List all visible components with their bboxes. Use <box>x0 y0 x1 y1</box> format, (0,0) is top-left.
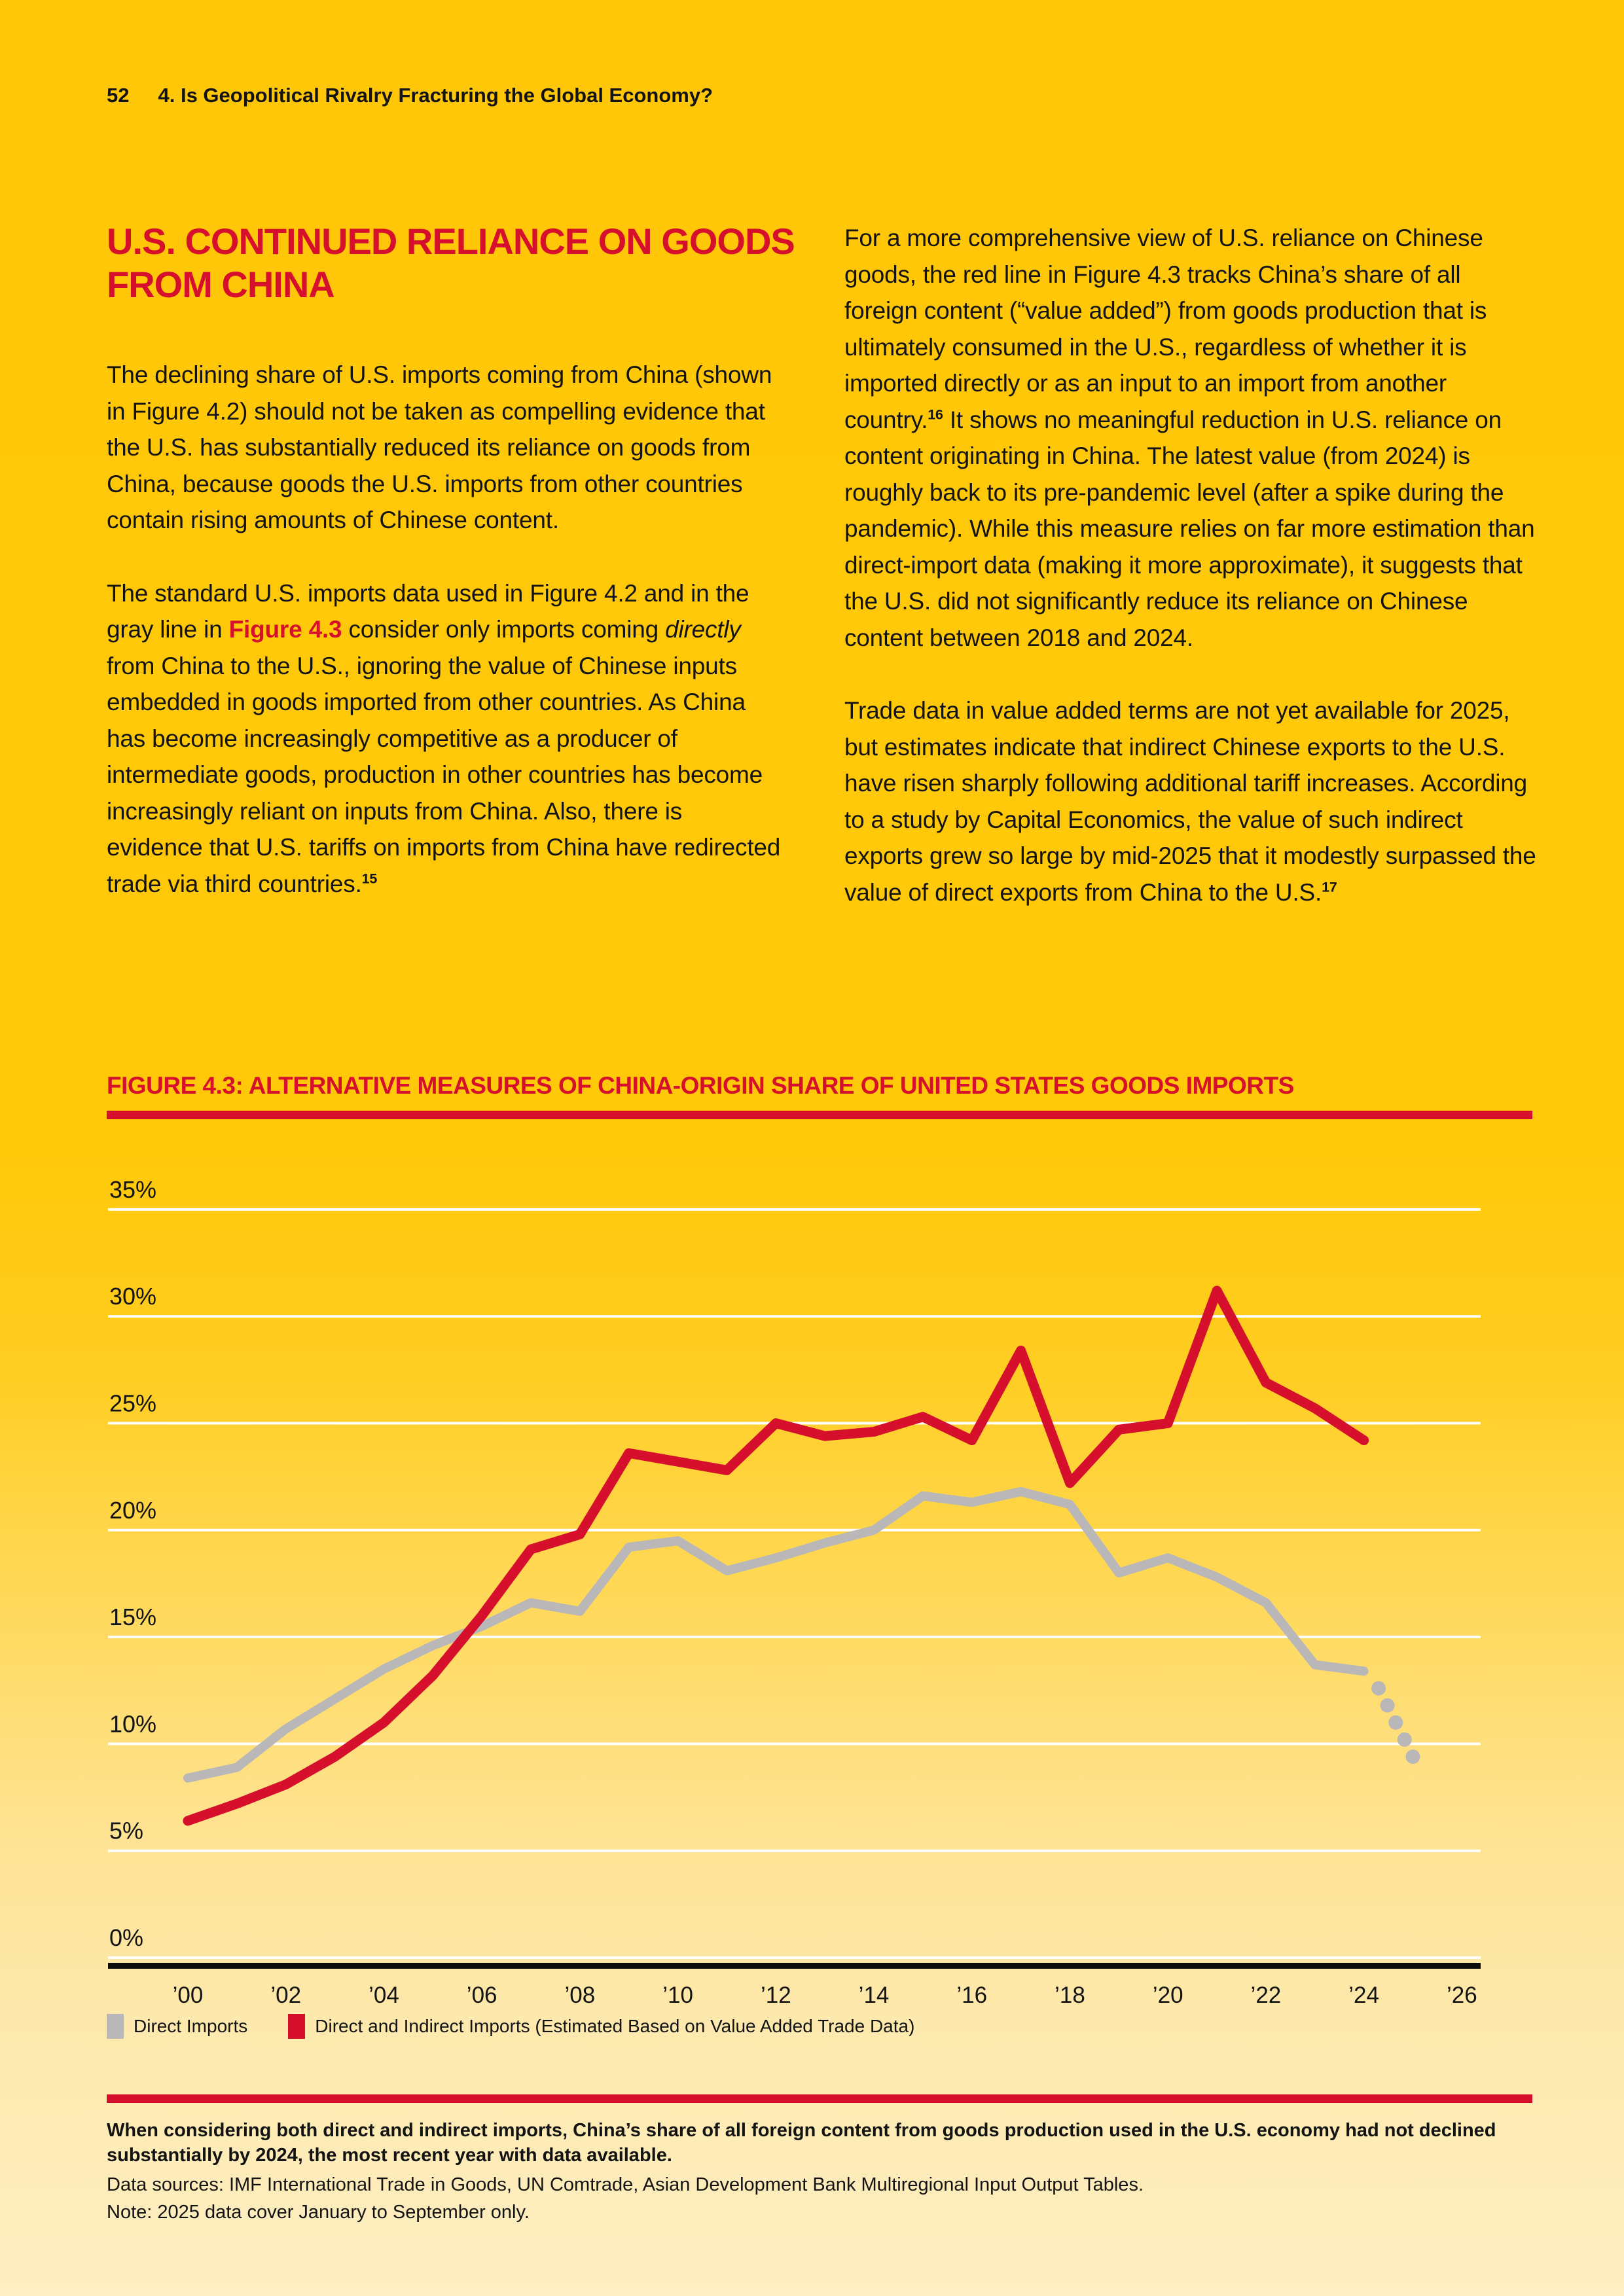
x-axis-tick: ’08 <box>565 1982 596 2008</box>
series-direct-imports-projection-dot <box>1397 1732 1412 1747</box>
x-axis-tick: ’22 <box>1251 1982 1282 2008</box>
paragraph: Trade data in value added terms are not … <box>844 692 1537 910</box>
text-segment-i: directly <box>665 616 741 643</box>
text-segment: The declining share of U.S. imports comi… <box>107 361 772 533</box>
text-segment: The standard U.S. imports data used in F… <box>107 579 749 643</box>
text-segment-sup: 17 <box>1322 879 1337 895</box>
legend-swatch-red <box>288 2014 306 2039</box>
figure-title: FIGURE 4.3: ALTERNATIVE MEASURES OF CHIN… <box>107 1072 1294 1099</box>
section-heading: U.S. CONTINUED RELIANCE ON GOODS FROM CH… <box>107 221 795 305</box>
text-segment: It shows no meaningful reduction in U.S.… <box>844 406 1535 651</box>
series-direct-imports-projection-dot <box>1405 1749 1420 1764</box>
legend-item-direct-indirect: Direct and Indirect Imports (Estimated B… <box>288 2014 914 2039</box>
paragraph: The declining share of U.S. imports comi… <box>107 357 782 539</box>
x-axis-tick: ’10 <box>662 1982 693 2008</box>
legend-swatch-gray <box>107 2014 124 2039</box>
x-axis-tick: ’00 <box>173 1982 204 2008</box>
text-segment: consider only imports coming <box>342 616 666 643</box>
figure-caption: When considering both direct and indirec… <box>107 2120 1496 2166</box>
figure-data-sources: Data sources: IMF International Trade in… <box>107 2174 1144 2195</box>
right-column: For a more comprehensive view of U.S. re… <box>844 220 1537 947</box>
series-direct-imports <box>183 1487 1369 1783</box>
paragraph: The standard U.S. imports data used in F… <box>107 575 782 903</box>
paragraph: For a more comprehensive view of U.S. re… <box>844 220 1537 656</box>
left-column: The declining share of U.S. imports comi… <box>107 357 782 939</box>
chapter-title: 4. Is Geopolitical Rivalry Fracturing th… <box>158 84 713 107</box>
series-direct-imports-projection-dot <box>1380 1698 1395 1713</box>
y-axis-tick: 0% <box>109 1924 143 1951</box>
x-axis-tick: ’26 <box>1447 1982 1477 2008</box>
series-direct-imports-projection-dot <box>1388 1715 1403 1730</box>
x-axis-tick: ’12 <box>761 1982 791 2008</box>
y-axis-tick: 35% <box>109 1176 156 1203</box>
chart-legend: Direct Imports Direct and Indirect Impor… <box>107 2014 914 2039</box>
text-segment: Trade data in value added terms are not … <box>844 697 1536 906</box>
y-axis-tick: 5% <box>109 1818 143 1844</box>
x-axis-tick: ’24 <box>1348 1982 1379 2008</box>
y-axis-tick: 30% <box>109 1283 156 1310</box>
text-segment-sup: 16 <box>928 406 943 423</box>
legend-item-direct: Direct Imports <box>107 2014 247 2039</box>
text-segment-sup: 15 <box>361 870 378 887</box>
legend-label: Direct Imports <box>134 2016 248 2036</box>
text-segment: For a more comprehensive view of U.S. re… <box>844 224 1487 433</box>
y-axis-tick: 25% <box>109 1390 156 1417</box>
x-axis-tick: ’02 <box>270 1982 301 2008</box>
x-axis-tick: ’18 <box>1055 1982 1085 2008</box>
caption-rule <box>107 2094 1532 2103</box>
series-direct-imports-projection-dot <box>1371 1681 1386 1696</box>
text-segment: from China to the U.S., ignoring the val… <box>107 652 781 897</box>
x-axis-tick: ’14 <box>859 1982 890 2008</box>
x-axis-tick: ’20 <box>1153 1982 1183 2008</box>
page-header: 52 4. Is Geopolitical Rivalry Fracturing … <box>107 84 713 107</box>
figure-title-rule <box>107 1111 1532 1119</box>
figure-note: Note: 2025 data cover January to Septemb… <box>107 2202 530 2223</box>
x-axis-tick: ’06 <box>467 1982 497 2008</box>
y-axis-tick: 10% <box>109 1710 156 1737</box>
page-number: 52 <box>107 84 130 107</box>
text-segment-redbold: Figure 4.3 <box>228 616 342 643</box>
series-direct-and-indirect-imports <box>183 1285 1369 1826</box>
legend-label: Direct and Indirect Imports (Estimated B… <box>315 2016 915 2036</box>
x-axis-tick: ’16 <box>956 1982 987 2008</box>
x-axis-tick: ’04 <box>369 1982 399 2008</box>
y-axis-tick: 15% <box>109 1604 156 1630</box>
y-axis-tick: 20% <box>109 1497 156 1524</box>
